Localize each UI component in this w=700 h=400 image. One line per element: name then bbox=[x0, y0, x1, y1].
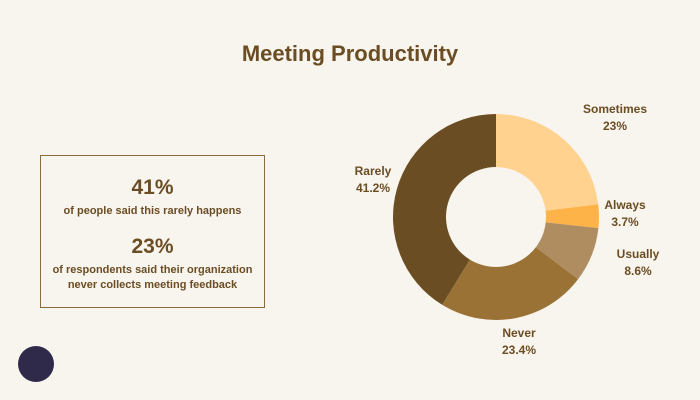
slice-label: Sometimes bbox=[583, 102, 647, 116]
stat-caption: of respondents said their organization n… bbox=[52, 264, 253, 291]
slice-value-label: 41.2% bbox=[356, 181, 390, 195]
stat-figure: 23% bbox=[131, 235, 174, 258]
slice-label: Usually bbox=[617, 247, 660, 261]
slice-value-label: 8.6% bbox=[624, 264, 652, 278]
slice bbox=[442, 247, 579, 320]
slice-value-label: 23.4% bbox=[502, 343, 536, 357]
chart-title: Meeting Productivity bbox=[242, 41, 459, 66]
slice bbox=[545, 204, 600, 229]
slice-label: Never bbox=[502, 326, 536, 340]
slice-value-label: 3.7% bbox=[611, 215, 639, 229]
slice bbox=[496, 114, 599, 211]
stats-box: 41% of people said this rarely happens 2… bbox=[40, 155, 265, 308]
stat-caption: of people said this rarely happens bbox=[63, 205, 242, 217]
stat-figure: 41% bbox=[131, 176, 174, 199]
slice-label: Always bbox=[604, 198, 646, 212]
slice bbox=[535, 222, 599, 280]
slice-value-label: 23% bbox=[603, 119, 627, 133]
slice bbox=[393, 114, 496, 305]
slice-label: Rarely bbox=[355, 164, 392, 178]
logo bbox=[18, 346, 54, 382]
